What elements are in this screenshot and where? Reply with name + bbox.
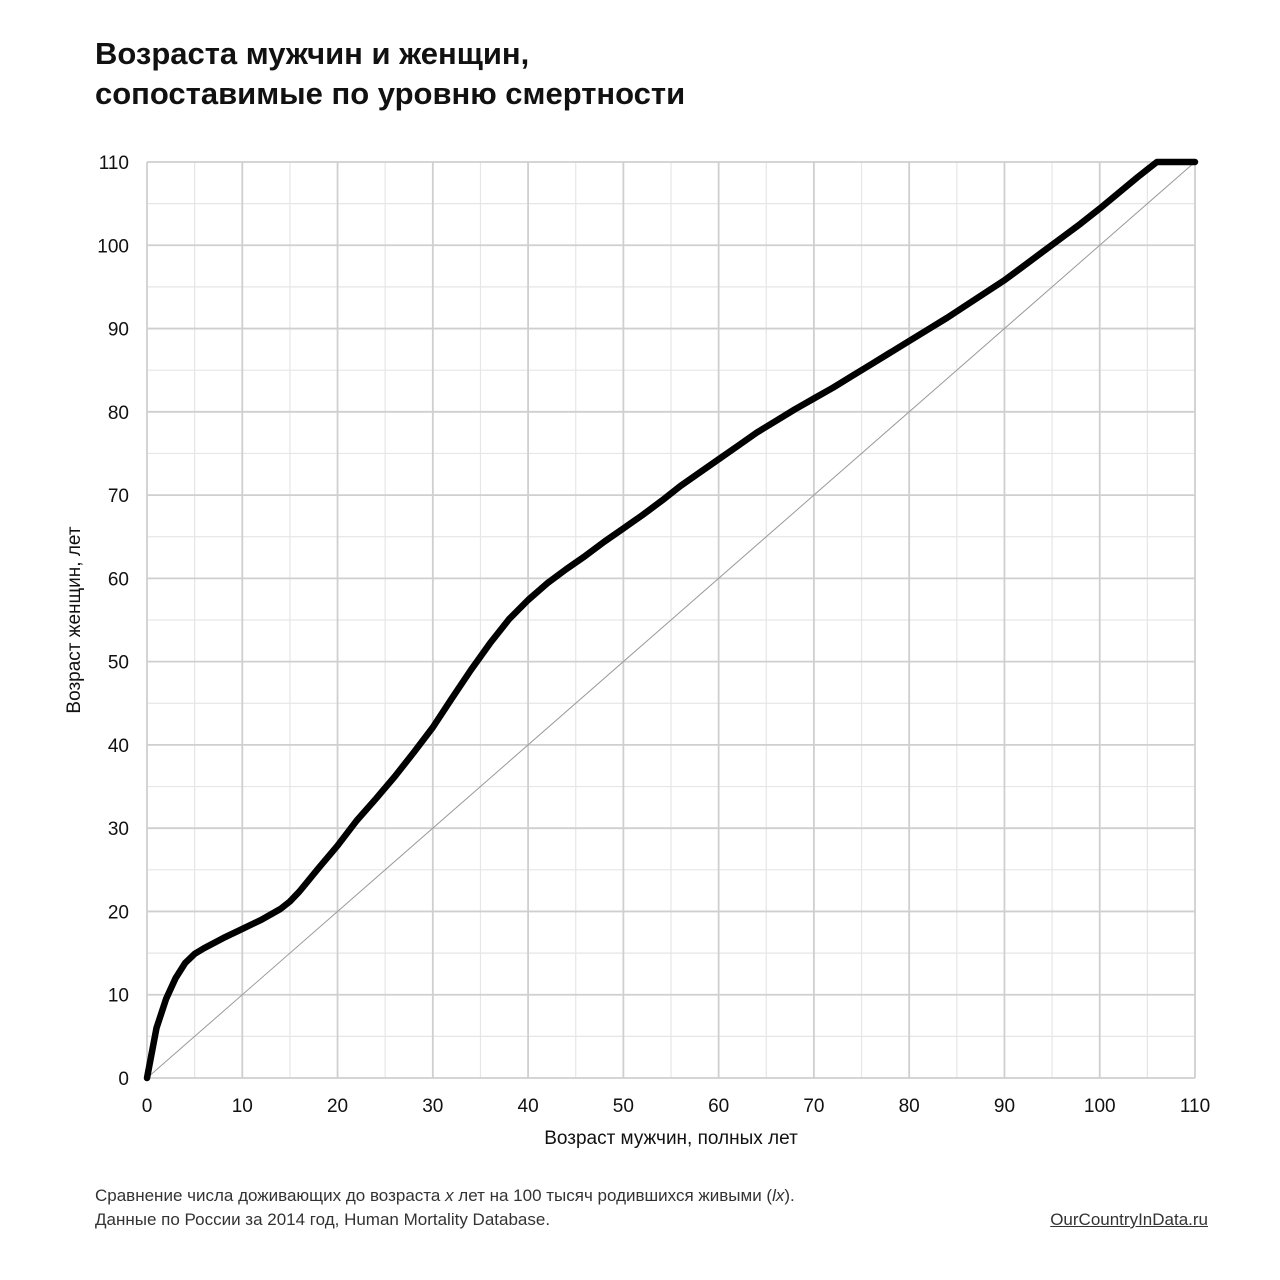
x-axis-label: Возраст мужчин, полных лет	[544, 1128, 798, 1149]
footnote-var-lx: lx	[772, 1186, 785, 1205]
x-tick-label: 50	[613, 1096, 634, 1117]
x-tick-label: 80	[899, 1096, 920, 1117]
x-tick-label: 110	[1180, 1096, 1210, 1117]
footnote-line-1-part-c: ).	[784, 1186, 795, 1205]
x-tick-label: 100	[1084, 1096, 1116, 1117]
y-tick-label: 60	[108, 569, 129, 590]
y-tick-label: 110	[99, 153, 129, 174]
y-tick-label: 40	[108, 736, 129, 757]
footnote-line-1-part-b: лет на 100 тысяч родившихся живыми (	[453, 1186, 773, 1205]
y-tick-label: 70	[108, 486, 129, 507]
x-tick-label: 20	[327, 1096, 348, 1117]
y-tick-label: 80	[108, 403, 129, 424]
x-tick-label: 30	[422, 1096, 443, 1117]
footnote-line-1: Сравнение числа доживающих до возраста x…	[95, 1184, 795, 1208]
x-tick-label: 60	[708, 1096, 729, 1117]
y-axis-label: Возраст женщин, лет	[64, 526, 85, 713]
footnote-line-1-part-a: Сравнение числа доживающих до возраста	[95, 1186, 446, 1205]
x-tick-label: 0	[142, 1096, 153, 1117]
chart-title-line-2: сопоставимые по уровню смертности	[95, 76, 686, 111]
x-tick-label: 10	[232, 1096, 253, 1117]
x-tick-label: 40	[518, 1096, 539, 1117]
x-tick-label: 70	[803, 1096, 824, 1117]
series-line-reference	[146, 161, 1196, 1079]
source-link[interactable]: OurCountryInData.ru	[1050, 1210, 1208, 1229]
minor-grid	[147, 162, 1195, 1078]
footnote-var-x: x	[445, 1186, 454, 1205]
series-line-main	[143, 158, 1199, 1082]
series-layer	[143, 158, 1199, 1082]
major-grid	[146, 161, 1196, 1079]
y-tick-label: 0	[118, 1069, 129, 1090]
y-tick-label: 30	[108, 819, 129, 840]
y-tick-label: 50	[108, 653, 129, 674]
footnote: Сравнение числа доживающих до возраста x…	[95, 1184, 795, 1232]
y-tick-label: 100	[97, 236, 129, 257]
footnote-line-2: Данные по России за 2014 год, Human Mort…	[95, 1210, 551, 1229]
x-tick-label: 90	[994, 1096, 1015, 1117]
y-tick-label: 10	[108, 986, 129, 1007]
y-tick-label: 20	[108, 902, 129, 923]
x-axis-tick-labels: 0 10 20 30 40 50 60 70 80 90 100 110	[142, 1096, 1210, 1117]
chart-title: Возраста мужчин и женщин, сопоставимые п…	[95, 34, 685, 114]
y-axis-tick-labels: 0 10 20 30 40 50 60 70 80 90 100 110	[97, 153, 129, 1090]
chart-title-line-1: Возраста мужчин и женщин,	[95, 36, 530, 71]
y-tick-label: 90	[108, 320, 129, 341]
